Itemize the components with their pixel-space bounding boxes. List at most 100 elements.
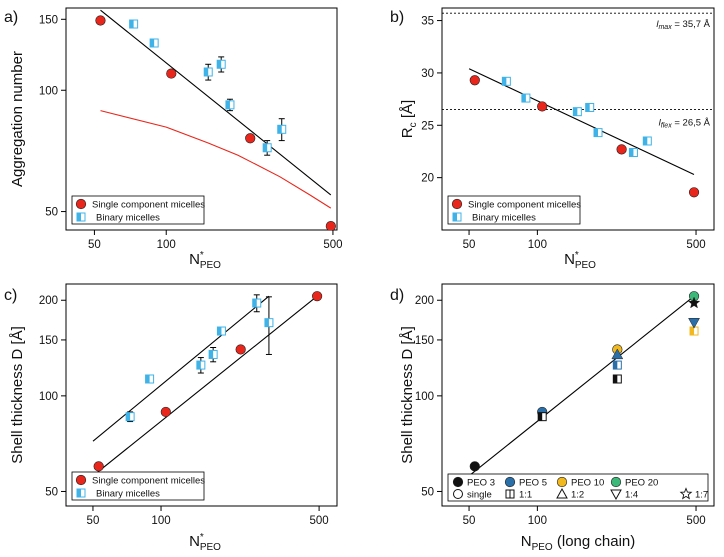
- panel-b-ytick-label-2: 30: [421, 68, 434, 80]
- panel-a-legend-marker-1: [76, 212, 86, 222]
- panel-a-series-0: [95, 15, 336, 230]
- panel-a-xtick-label-2: 500: [323, 239, 342, 251]
- panel-c-point-1-6-fill: [264, 318, 269, 327]
- panel-b-point-1-0: [501, 76, 511, 86]
- panel-c-ylabel: Shell thickness D [Å]: [9, 326, 26, 464]
- panel-b-point-1-4: [593, 128, 603, 138]
- panel-b-point-1-5: [628, 148, 638, 158]
- panel-d-legend-color-label-1: PEO 5: [519, 478, 547, 489]
- panel-b-series-1: [501, 76, 652, 158]
- panel-b-point-1-4-fill: [594, 128, 599, 137]
- panel-b-point-0-3: [688, 187, 700, 198]
- panel-c-legend-label-1: Binary micelles: [96, 489, 160, 500]
- panel-a-point-1-4-fill: [225, 100, 230, 109]
- panel-d-legend-shape-marker-2: [556, 487, 568, 499]
- panel-d-series-0: [469, 291, 700, 472]
- panel-b-ylabel: Rc [Å]: [399, 100, 419, 138]
- panel-a-point-1-1: [149, 38, 159, 48]
- panel-d-legend-color-marker-3: [610, 476, 622, 488]
- panel-b-point-0-1: [537, 101, 548, 112]
- panel-c-point-1-3-fill: [209, 350, 214, 359]
- panel-a-ytick-label-0: 50: [45, 207, 58, 219]
- panel-d-point-1-1: [612, 374, 622, 384]
- panel-c-line-fit-binary: [92, 295, 270, 442]
- panel-a-point-0-0: [95, 15, 106, 26]
- panel-c-ytick-label-1: 100: [39, 391, 58, 403]
- panel-c-point-0-3: [312, 291, 323, 302]
- panel-c-point-1-5-fill: [252, 299, 257, 308]
- panel-a-point-1-0-fill: [129, 20, 134, 29]
- panel-d-series-2: [611, 348, 624, 360]
- panel-c-point-1-2: [196, 360, 206, 370]
- panel-b-xtick-label-2: 500: [686, 239, 705, 251]
- panel-d-legend-shape-marker-0: [453, 489, 463, 499]
- panel-a-point-0-2: [245, 133, 256, 144]
- panel-d: d) 50 100 500 50 100 150 200 NPEO (long chain) Sh…: [390, 283, 715, 553]
- panel-a-point-0-3: [325, 221, 336, 230]
- panel-a-point-1-3: [216, 59, 226, 69]
- panel-d-xlabel: NPEO (long chain): [521, 533, 636, 553]
- panel-d-point-1-1-fill: [613, 374, 618, 383]
- panel-b-label: b): [390, 9, 404, 26]
- panel-d-xtick-label-1: 100: [528, 515, 547, 527]
- panel-d-legend-shape-marker-4: [679, 487, 693, 500]
- panel-a-legend-label-1: Binary micelles: [96, 213, 160, 224]
- panel-c-point-1-1: [145, 374, 155, 384]
- panel-d-legend-shape-marker-3: [610, 489, 622, 501]
- panel-d-legend-color-marker-1: [504, 476, 516, 488]
- panel-c-legend-label-0: Single component micelles: [92, 476, 205, 487]
- panel-d-ylabel: Shell thickness D [Å]: [399, 326, 416, 464]
- panel-a-line-model: [100, 110, 332, 209]
- panel-a-point-1-2: [203, 67, 213, 77]
- panel-b-point-1-6: [642, 136, 652, 146]
- panel-b-point-0-2: [616, 144, 627, 155]
- panel-a-series-1: [129, 19, 287, 156]
- panel-b-point-1-3-fill: [585, 103, 590, 112]
- panel-d-legend-shape-marker-1: [505, 489, 515, 499]
- panel-b-point-1-1: [521, 93, 531, 103]
- panel-c-point-0-1: [160, 406, 171, 418]
- panel-d-point-4-0: [687, 296, 701, 309]
- panel-a-point-1-4: [225, 100, 235, 110]
- panel-a-legend-label-0: Single component micelles: [92, 200, 205, 211]
- panel-c-xlabel: N* PEO: [189, 532, 221, 553]
- panel-d-point-1-0-fill: [538, 412, 543, 421]
- panel-d-point-1-0: [537, 412, 547, 422]
- panel-b-point-1-2-fill: [573, 107, 578, 116]
- panel-c-ytick-label-3: 200: [39, 295, 58, 307]
- panel-b-plot-area: [442, 12, 714, 198]
- panel-d-series-3: [688, 318, 700, 329]
- panel-b: b) 50 100 500 20 25 30 35 N* PEO Rc [Å] lmax = 35,7…: [390, 7, 715, 271]
- panel-a-xlabel: N* PEO: [189, 250, 221, 271]
- panel-d-xtick-label-2: 500: [686, 515, 705, 527]
- panel-d-legend-color-label-2: PEO 10: [571, 478, 604, 489]
- panel-b-legend-marker-1: [452, 212, 462, 222]
- panel-d-legend-shape-label-1: 1:1: [519, 490, 532, 501]
- panel-a-ylabel: Aggregation number: [9, 51, 26, 187]
- panel-b-point-1-5-fill: [629, 148, 634, 157]
- panel-c-point-1-6: [264, 318, 274, 328]
- panel-a-plot-area: [95, 9, 336, 230]
- panel-d-xtick-label-0: 50: [463, 515, 476, 527]
- panel-d-ytick-label-2: 150: [415, 335, 434, 347]
- panel-d-point-1-3-fill: [690, 327, 695, 336]
- panel-b-xlabel: N* PEO: [564, 250, 596, 271]
- panel-a-ytick-label-2: 150: [39, 14, 58, 26]
- panel-a-point-1-0: [129, 19, 139, 29]
- panel-b-ytick-label-1: 25: [421, 120, 434, 132]
- panel-c-point-1-1-fill: [145, 374, 150, 383]
- panel-a: a) 50 100 500 50 100 150 N* PEO Aggregation numbe…: [4, 7, 343, 271]
- panel-a-point-1-2-fill: [204, 67, 209, 76]
- panel-d-ytick-label-0: 50: [421, 486, 434, 498]
- panel-d-label: d): [390, 287, 404, 304]
- panel-c-legend-marker-1-fill: [77, 489, 81, 497]
- panel-c-frame: [65, 283, 338, 507]
- panel-b-legend-marker-1-fill: [453, 213, 457, 221]
- panel-c-xtick-label-2: 500: [310, 515, 329, 527]
- panel-d-legend-shape-label-4: 1:7: [695, 490, 708, 501]
- panel-d-point-3-0: [688, 318, 700, 329]
- panel-c-line-fit-single: [92, 295, 318, 477]
- panel-b-xtick-label-0: 50: [463, 239, 476, 251]
- panel-d-line-fit: [468, 295, 695, 477]
